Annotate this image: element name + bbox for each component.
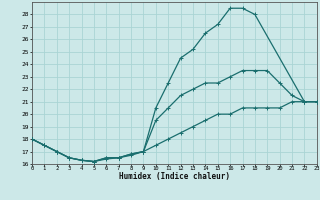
X-axis label: Humidex (Indice chaleur): Humidex (Indice chaleur) xyxy=(119,172,230,181)
